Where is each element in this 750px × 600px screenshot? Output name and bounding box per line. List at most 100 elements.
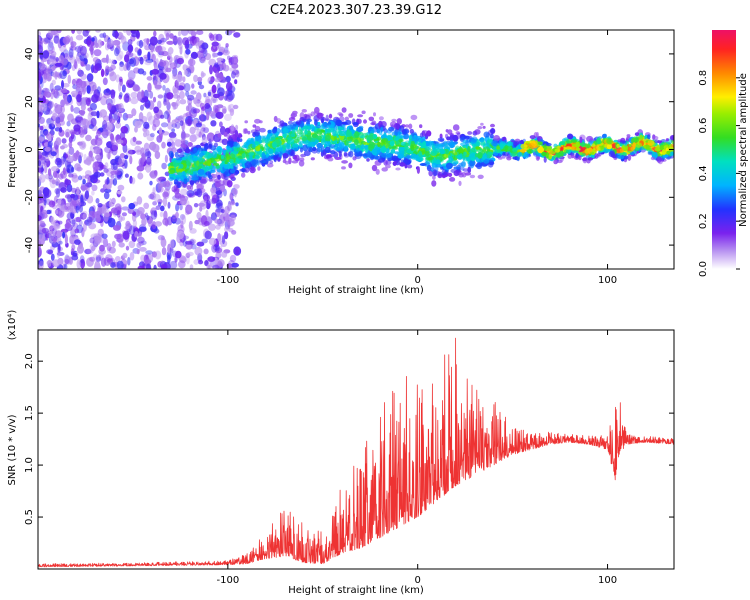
spectrogram-signal-blob — [223, 171, 228, 176]
spectrogram-noise-blob — [167, 254, 171, 264]
spectrogram-noise-blob — [77, 245, 84, 254]
spectrogram-signal-blob — [356, 147, 360, 153]
spectrogram-noise-blob — [78, 204, 83, 213]
spectrogram-noise-blob — [48, 39, 54, 48]
spectrogram-noise-blob — [151, 251, 157, 258]
spectrogram-signal-blob — [611, 143, 616, 149]
spectrogram-signal-blob — [398, 128, 402, 135]
spectrogram-noise-blob — [190, 30, 196, 35]
spectrogram-noise-blob — [75, 189, 80, 196]
y-tick-label: 20 — [24, 95, 35, 108]
spectrogram-noise-blob — [157, 186, 164, 193]
spectrogram-signal-blob — [419, 132, 424, 138]
spectrogram-noise-blob — [38, 36, 41, 42]
spectrogram-noise-layer — [38, 30, 242, 269]
spectrogram-signal-blob — [377, 158, 385, 163]
spectrogram-signal-blob — [257, 166, 261, 171]
spectrogram-noise-blob — [175, 211, 179, 219]
spectrogram-signal-blob — [292, 110, 298, 115]
spectrogram-noise-blob — [125, 114, 134, 119]
spectrogram-noise-blob — [90, 111, 98, 117]
spectrogram-noise-blob — [187, 58, 196, 67]
spectrogram-noise-blob — [124, 54, 130, 63]
spectrogram-signal-blob — [223, 164, 230, 169]
spectrogram-noise-blob — [96, 130, 102, 137]
spectrogram-signal-blob — [582, 157, 588, 162]
spectrogram-noise-blob — [214, 62, 219, 68]
spectrogram-noise-blob — [99, 244, 105, 252]
spectrogram-noise-blob — [207, 91, 212, 97]
spectrogram-signal-blob — [481, 150, 485, 155]
spectrogram-noise-blob — [55, 57, 59, 62]
spectrogram-noise-blob — [193, 259, 199, 265]
spectrogram-noise-blob — [215, 252, 222, 259]
spectrogram-noise-blob — [78, 175, 83, 181]
spectrogram-signal-blob — [467, 131, 473, 135]
spectrogram-noise-blob — [45, 91, 52, 98]
spectrogram-noise-blob — [169, 136, 178, 141]
spectrogram-noise-blob — [55, 116, 61, 124]
spectrogram-signal-blob — [306, 118, 313, 123]
spectrogram-noise-blob — [176, 230, 185, 240]
spectrogram-noise-blob — [95, 30, 101, 33]
spectrogram-noise-blob — [79, 255, 85, 264]
spectrogram-signal-blob — [197, 165, 203, 169]
spectrogram-noise-blob — [179, 120, 184, 127]
spectrogram-noise-blob — [139, 223, 147, 233]
spectrogram-noise-blob — [60, 88, 68, 94]
spectrogram-signal-blob — [485, 154, 490, 159]
spectrogram-noise-blob — [210, 76, 215, 83]
spectrogram-signal-blob — [293, 138, 300, 143]
spectrogram-noise-blob — [74, 228, 80, 234]
spectrogram-signal-blob — [554, 148, 560, 153]
spectrogram-noise-blob — [149, 141, 157, 151]
spectrogram-signal-blob — [207, 160, 212, 167]
spectrogram-signal-blob — [248, 151, 255, 156]
spectrogram-noise-blob — [231, 56, 239, 65]
spectrogram-noise-blob — [118, 64, 125, 72]
spectrogram-signal-blob — [294, 154, 300, 162]
spectrogram-signal-blob — [252, 124, 257, 128]
spectrogram-signal-blob — [333, 135, 337, 141]
spectrogram-signal-blob — [666, 150, 671, 155]
spectrogram-noise-blob — [89, 144, 97, 154]
spectrogram-noise-blob — [134, 120, 142, 129]
spectrogram-noise-blob — [74, 61, 78, 70]
spectrogram-noise-blob — [212, 104, 219, 114]
spectrogram-signal-blob — [410, 114, 418, 121]
spectrogram-noise-blob — [189, 35, 197, 46]
spectrogram-noise-blob — [194, 219, 200, 225]
spectrogram-signal-blob — [207, 145, 212, 149]
spectrogram-noise-blob — [224, 46, 229, 54]
spectrogram-signal-blob — [338, 141, 345, 148]
spectrogram-noise-blob — [183, 82, 191, 92]
spectrogram-noise-blob — [103, 237, 108, 248]
spectrogram-signal-blob — [252, 158, 259, 165]
spectrogram-noise-blob — [55, 137, 62, 146]
spectrogram-noise-blob — [71, 233, 75, 242]
spectrogram-noise-blob — [118, 102, 124, 112]
spectrogram-noise-blob — [118, 242, 125, 248]
spectrogram-signal-blob — [341, 124, 346, 128]
spectrogram-noise-blob — [200, 71, 205, 79]
spectrogram-noise-blob — [185, 240, 193, 245]
spectrogram-noise-blob — [148, 193, 155, 200]
spectrogram-noise-blob — [198, 202, 206, 207]
spectrogram-noise-blob — [187, 116, 192, 127]
spectrogram-noise-blob — [136, 49, 142, 57]
spectrogram-noise-blob — [176, 80, 180, 90]
spectrogram-noise-blob — [128, 58, 135, 65]
spectrogram-noise-blob — [163, 111, 170, 120]
spectrogram-noise-blob — [38, 260, 41, 265]
spectrogram-noise-blob — [80, 104, 86, 111]
spectrogram-signal-blob — [326, 124, 334, 128]
spectrogram-signal-blob — [387, 153, 391, 158]
spectrogram-noise-blob — [107, 41, 116, 46]
spectrogram-noise-blob — [38, 30, 41, 37]
spectrogram-noise-blob — [123, 93, 130, 103]
spectrogram-noise-blob — [41, 233, 46, 242]
spectrogram-noise-blob — [80, 185, 88, 191]
spectrogram-noise-blob — [75, 186, 80, 196]
y-tick-label: 1.0 — [24, 457, 35, 473]
spectrogram-noise-blob — [99, 33, 105, 38]
